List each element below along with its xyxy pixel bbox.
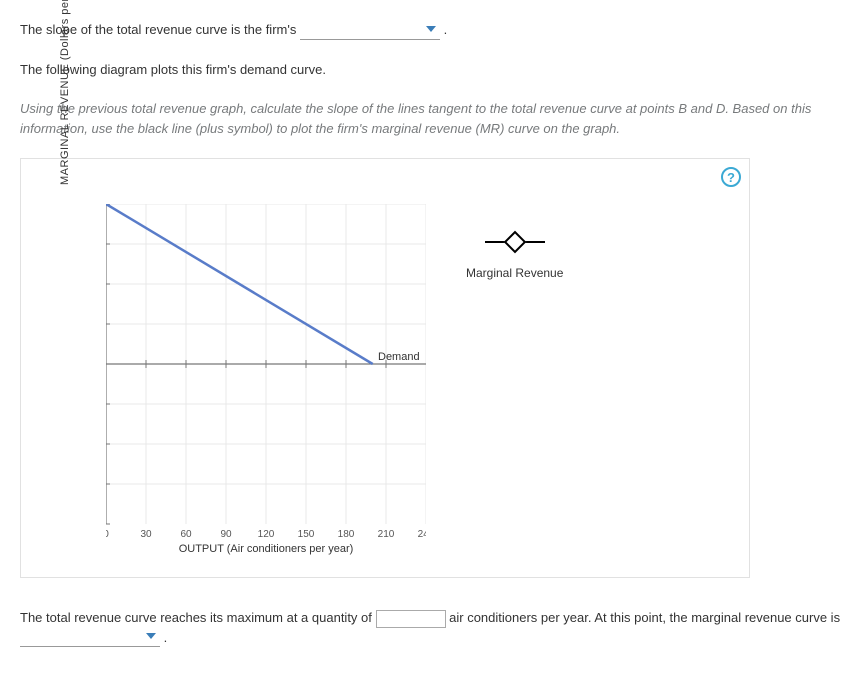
- svg-text:90: 90: [220, 529, 232, 539]
- chart-container: ? MARGINAL REVENUE (Dollars per air cond…: [20, 158, 750, 578]
- svg-text:150: 150: [298, 529, 315, 539]
- svg-text:0: 0: [106, 529, 109, 539]
- question-2-line: The total revenue curve reaches its maxi…: [20, 608, 842, 647]
- help-icon[interactable]: ?: [721, 167, 741, 187]
- svg-text:180: 180: [338, 529, 355, 539]
- chart-svg: 800 600 400 200 0 -200 -400 -600 -800 0 …: [106, 204, 426, 539]
- svg-text:210: 210: [378, 529, 395, 539]
- q2-dropdown[interactable]: [20, 629, 160, 647]
- q2-prefix: The total revenue curve reaches its maxi…: [20, 610, 376, 625]
- legend-label: Marginal Revenue: [466, 266, 563, 280]
- q1-dropdown[interactable]: [300, 22, 440, 40]
- svg-text:60: 60: [180, 529, 192, 539]
- chart-plot-area[interactable]: 800 600 400 200 0 -200 -400 -600 -800 0 …: [106, 204, 426, 524]
- intro-text: The following diagram plots this firm's …: [20, 60, 842, 80]
- q2-mid: air conditioners per year. At this point…: [449, 610, 840, 625]
- legend-marginal-revenue[interactable]: Marginal Revenue: [466, 234, 563, 280]
- svg-text:30: 30: [140, 529, 152, 539]
- y-axis-label: MARGINAL REVENUE (Dollars per air condit…: [59, 0, 71, 209]
- question-1-line: The slope of the total revenue curve is …: [20, 20, 842, 40]
- instruction-text: Using the previous total revenue graph, …: [20, 99, 842, 138]
- x-axis-label: OUTPUT (Air conditioners per year): [106, 543, 426, 555]
- svg-text:120: 120: [258, 529, 275, 539]
- demand-label: Demand: [378, 351, 420, 363]
- q1-suffix: .: [444, 22, 448, 37]
- plus-symbol-icon: [485, 241, 545, 243]
- q2-suffix: .: [164, 630, 168, 645]
- svg-text:240: 240: [418, 529, 426, 539]
- quantity-input[interactable]: [376, 610, 446, 628]
